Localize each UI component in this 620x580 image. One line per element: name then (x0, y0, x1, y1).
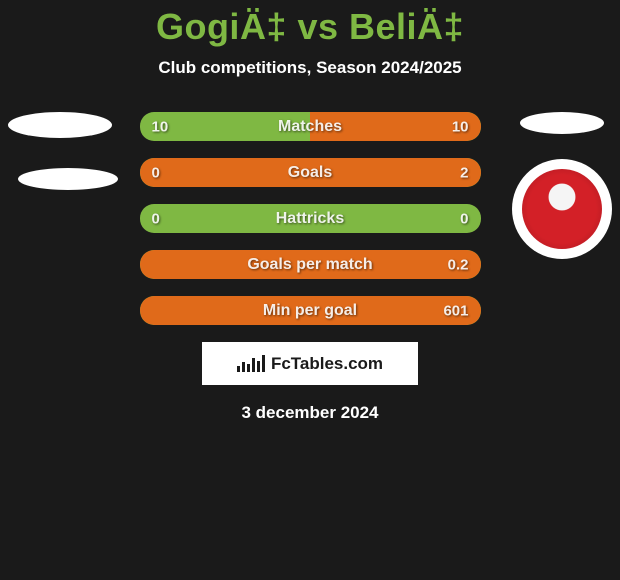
bar-left-value: 0 (152, 164, 160, 181)
bar-goals: 0 Goals 2 (140, 158, 481, 187)
club-logo-vozdovac (512, 159, 612, 259)
comparison-content: 10 Matches 10 0 Goals 2 0 Hattricks 0 Go… (0, 112, 620, 423)
left-player-badges (8, 112, 118, 190)
date-label: 3 december 2024 (0, 403, 620, 423)
comparison-bars: 10 Matches 10 0 Goals 2 0 Hattricks 0 Go… (140, 112, 481, 325)
bar-label: Goals (288, 164, 332, 182)
bar-min-per-goal: Min per goal 601 (140, 296, 481, 325)
bar-hattricks: 0 Hattricks 0 (140, 204, 481, 233)
bar-label: Hattricks (276, 210, 344, 228)
placeholder-ellipse-icon (18, 168, 118, 190)
bar-label: Goals per match (247, 256, 372, 274)
bar-label: Min per goal (263, 302, 357, 320)
page-title: GogiÄ‡ vs BeliÄ‡ (0, 0, 620, 48)
placeholder-ellipse-icon (520, 112, 604, 134)
bar-chart-icon (237, 355, 265, 372)
bar-right-value: 0 (460, 210, 468, 227)
bar-right-value: 10 (452, 118, 469, 135)
right-player-badges (512, 112, 612, 259)
bar-right-value: 601 (443, 302, 468, 319)
watermark: FcTables.com (202, 342, 418, 385)
bar-right-value: 2 (460, 164, 468, 181)
page-subtitle: Club competitions, Season 2024/2025 (0, 58, 620, 78)
bar-goals-per-match: Goals per match 0.2 (140, 250, 481, 279)
bar-label: Matches (278, 118, 342, 136)
bar-left-value: 10 (152, 118, 169, 135)
bar-matches: 10 Matches 10 (140, 112, 481, 141)
placeholder-ellipse-icon (8, 112, 112, 138)
bar-right-value: 0.2 (448, 256, 469, 273)
watermark-text: FcTables.com (271, 354, 383, 374)
bar-left-value: 0 (152, 210, 160, 227)
club-crest-icon (522, 169, 602, 249)
